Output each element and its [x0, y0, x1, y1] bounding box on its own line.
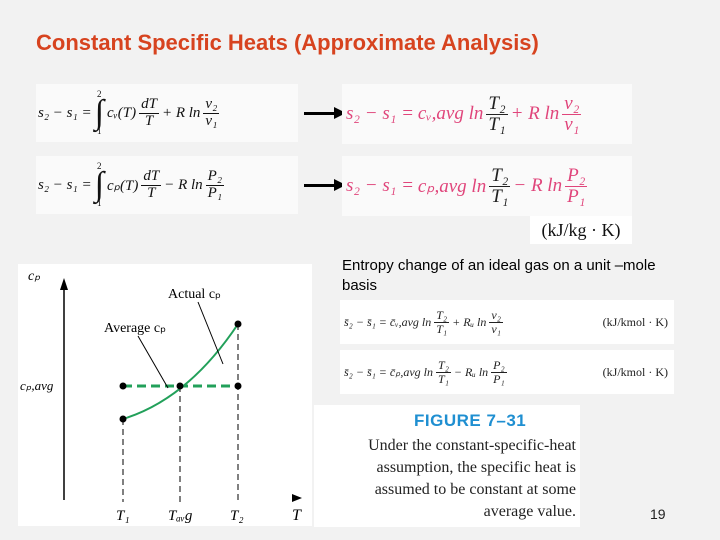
- eq-fraction: dT T: [141, 167, 162, 201]
- caption-line: assumption, the specific heat is: [376, 459, 576, 476]
- eq-lhs: s₂ − s₁ =: [38, 176, 92, 193]
- eq-lhs: s₂ − s₁ =: [346, 103, 414, 124]
- eq-fraction: T₂ T₁: [489, 164, 511, 207]
- plot-svg: cₚ cₚ,avg Actual cₚ Average cₚ T₁ Tₐᵥg T…: [20, 269, 302, 524]
- actual-cp-label: Actual cₚ: [168, 287, 221, 302]
- eq-lhs: s₂ − s₁ =: [346, 175, 414, 196]
- arrow-right-icon: [304, 107, 346, 119]
- avg-point-t2: [234, 382, 242, 390]
- figure-caption-panel: FIGURE 7–31 Under the constant-specific-…: [314, 405, 580, 527]
- eq-fraction: dT T: [139, 95, 159, 129]
- eq-op: − Rᵤ ln: [453, 364, 489, 379]
- eq-fraction: T₂ T₁: [486, 92, 508, 135]
- specific-heat-plot: cₚ cₚ,avg Actual cₚ Average cₚ T₁ Tₐᵥg T…: [18, 264, 312, 526]
- x-axis-arrow-icon: [292, 494, 302, 502]
- eq-op: + Rᵤ ln: [452, 314, 487, 329]
- caption-line: assumed to be constant at some: [374, 481, 576, 498]
- y-axis-label: cₚ: [28, 269, 40, 284]
- eq-op: − R ln: [164, 176, 203, 193]
- x-tick-label-t1: T₁: [116, 508, 130, 524]
- eq-fraction: P₂ P₁: [491, 357, 507, 386]
- eq-fraction: P₂ P₁: [565, 164, 588, 207]
- avg-point-tavg: [176, 382, 184, 390]
- x-tick-label-tavg: Tₐᵥg: [168, 508, 193, 524]
- y-axis-arrow-icon: [60, 278, 68, 290]
- eq-fraction: v₂ v₁: [489, 307, 503, 336]
- units-label-molar: (kJ/kmol · K): [602, 314, 668, 329]
- eq-fraction: P₂ P₁: [205, 167, 225, 201]
- eq-fraction: v₂ v₁: [562, 92, 582, 135]
- molar-basis-caption: Entropy change of an ideal gas on a unit…: [342, 257, 656, 294]
- y-tick-label: cₚ,avg: [20, 378, 54, 393]
- entropy-integral-eq-pressure: s₂ − s₁ = 2 ∫ 1 cₚ(T) dT T − R ln P₂ P₁: [36, 156, 298, 214]
- average-cp-label: Average cₚ: [104, 321, 166, 336]
- page-number: 19: [650, 506, 666, 522]
- eq-coef: c̄ₚ,avg ln: [389, 364, 434, 379]
- entropy-approx-eq-volume: s₂ − s₁ = cᵥ,avg ln T₂ T₁ + R ln v₂ v₁: [342, 84, 632, 144]
- curve-point-t2: [234, 320, 242, 328]
- caption-line: Under the constant-specific-heat: [368, 437, 576, 454]
- eq-fraction: T₂ T₁: [436, 357, 451, 386]
- curve-point-t1: [119, 415, 127, 423]
- eq-coef: cᵥ,avg ln: [417, 103, 484, 124]
- x-tick-label-t2: T₂: [230, 508, 244, 524]
- eq-lhs: s₂ − s₁ =: [38, 104, 92, 121]
- units-label-mass: (kJ/kg · K): [530, 216, 632, 244]
- figure-title: FIGURE 7–31: [414, 411, 527, 430]
- eq-func: cₚ(T): [106, 177, 139, 194]
- eq-lhs: s̄₂ − s̄₁ =: [344, 364, 387, 379]
- average-leader-line: [137, 335, 169, 389]
- slide-title: Constant Specific Heats (Approximate Ana…: [36, 30, 539, 55]
- entropy-approx-eq-pressure: s₂ − s₁ = cₚ,avg ln T₂ T₁ − R ln P₂ P₁: [342, 156, 632, 216]
- eq-coef: c̄ᵥ,avg ln: [389, 314, 432, 329]
- actual-cp-curve: [122, 323, 239, 420]
- eq-fraction: T₂ T₁: [434, 307, 450, 336]
- eq-func: cᵥ(T): [106, 104, 137, 121]
- figure-caption: Under the constant-specific-heat assumpt…: [318, 435, 576, 523]
- eq-op: − R ln: [513, 175, 563, 196]
- actual-leader-line: [197, 301, 224, 365]
- eq-lhs: s̄₂ − s̄₁ =: [344, 314, 387, 329]
- arrow-right-icon: [304, 179, 346, 191]
- avg-point-t1: [119, 382, 127, 390]
- caption-line: average value.: [483, 503, 576, 520]
- eq-op: + R ln: [510, 103, 560, 124]
- units-label-molar: (kJ/kmol · K): [602, 364, 668, 379]
- eq-op: + R ln: [161, 104, 201, 121]
- molar-entropy-eq-pressure: s̄₂ − s̄₁ = c̄ₚ,avg ln T₂ T₁ − Rᵤ ln P₂ P₁…: [340, 350, 674, 394]
- eq-coef: cₚ,avg ln: [417, 175, 487, 197]
- integral-sign: 2 ∫ 1: [94, 89, 104, 136]
- integral-sign: 2 ∫ 1: [94, 161, 104, 208]
- entropy-integral-eq-volume: s₂ − s₁ = 2 ∫ 1 cᵥ(T) dT T + R ln v₂ v₁: [36, 84, 298, 142]
- molar-entropy-eq-volume: s̄₂ − s̄₁ = c̄ᵥ,avg ln T₂ T₁ + Rᵤ ln v₂ v₁…: [340, 300, 674, 344]
- eq-fraction: v₂ v₁: [203, 95, 220, 129]
- x-axis-label: T: [292, 507, 302, 524]
